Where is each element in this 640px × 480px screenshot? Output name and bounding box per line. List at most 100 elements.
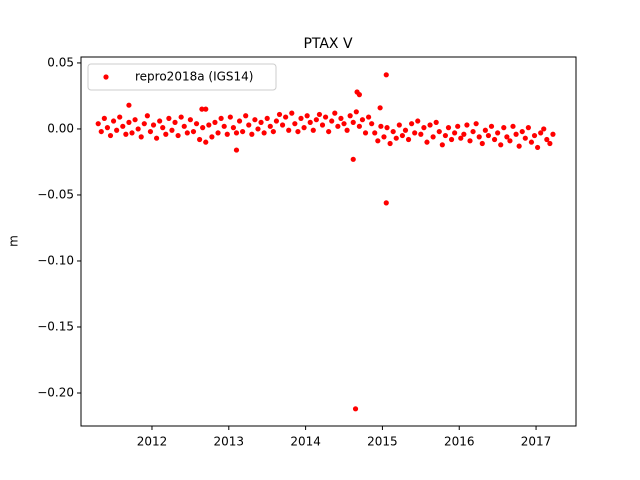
point: [448, 136, 455, 143]
point: [377, 105, 383, 111]
point: [157, 118, 163, 124]
y-tick-label: 0.00: [47, 121, 74, 135]
point: [193, 121, 200, 127]
x-tick-label: 2016: [444, 435, 475, 449]
point: [418, 131, 424, 137]
point: [378, 123, 384, 129]
point: [375, 138, 381, 144]
point: [427, 122, 433, 128]
point: [369, 121, 375, 127]
x-tick-label: 2015: [367, 435, 398, 449]
point: [384, 125, 390, 131]
point: [362, 130, 369, 136]
point: [498, 142, 504, 148]
point: [387, 140, 393, 147]
point: [138, 134, 144, 140]
point: [424, 139, 430, 145]
point: [181, 123, 187, 129]
point: [322, 114, 329, 120]
point: [319, 122, 326, 128]
point: [301, 125, 307, 131]
point: [510, 123, 516, 129]
point: [240, 128, 246, 135]
point: [172, 119, 178, 125]
point: [522, 135, 528, 141]
point: [485, 132, 492, 139]
point: [187, 117, 193, 123]
y-tick-label: −0.20: [37, 385, 74, 399]
point: [341, 121, 347, 127]
point: [203, 139, 209, 145]
point: [347, 113, 353, 119]
point: [313, 117, 319, 123]
point: [516, 143, 522, 149]
point: [476, 134, 482, 140]
point: [120, 123, 126, 129]
point: [292, 121, 298, 127]
point: [359, 117, 366, 123]
point: [175, 132, 181, 139]
point: [153, 135, 160, 141]
point: [227, 114, 233, 120]
point: [258, 119, 264, 125]
point: [230, 125, 237, 131]
point: [352, 406, 359, 412]
point: [141, 121, 147, 127]
point: [261, 130, 267, 136]
point: [243, 113, 249, 119]
point: [126, 102, 132, 108]
point: [538, 130, 544, 136]
y-tick-label: −0.10: [37, 253, 74, 267]
point: [409, 121, 415, 127]
point: [101, 115, 107, 121]
point: [399, 132, 405, 139]
point: [356, 123, 362, 129]
point: [390, 128, 396, 135]
point: [104, 125, 111, 131]
point: [383, 72, 389, 78]
point: [405, 136, 412, 143]
point: [433, 119, 439, 125]
point: [439, 142, 445, 148]
y-tick-label: −0.15: [37, 319, 74, 333]
point: [455, 123, 461, 129]
point: [504, 134, 510, 140]
point: [467, 138, 473, 144]
point: [488, 123, 495, 129]
point: [199, 106, 205, 112]
point: [534, 144, 541, 151]
point: [95, 121, 101, 127]
point: [541, 126, 547, 132]
legend-label: repro2018a (IGS14): [135, 70, 253, 84]
point: [289, 110, 295, 116]
point: [356, 92, 362, 98]
point: [117, 114, 123, 120]
point: [350, 119, 356, 125]
legend-box: [87, 63, 277, 91]
point: [236, 118, 243, 124]
point: [135, 126, 141, 132]
point: [286, 127, 292, 133]
point: [132, 117, 138, 123]
point: [326, 128, 332, 135]
point: [218, 115, 224, 121]
x-tick-label: 2013: [214, 435, 245, 449]
point: [110, 118, 117, 124]
point: [279, 122, 286, 128]
point: [114, 127, 120, 133]
point: [473, 121, 479, 127]
point: [267, 123, 273, 129]
point: [221, 123, 227, 129]
point: [206, 122, 212, 128]
point: [215, 130, 221, 136]
point: [452, 130, 458, 136]
point: [273, 118, 280, 124]
point: [129, 130, 135, 136]
point: [350, 156, 356, 162]
x-tick-label: 2017: [521, 435, 552, 449]
point: [393, 135, 399, 141]
point: [203, 106, 209, 112]
point: [212, 119, 218, 125]
